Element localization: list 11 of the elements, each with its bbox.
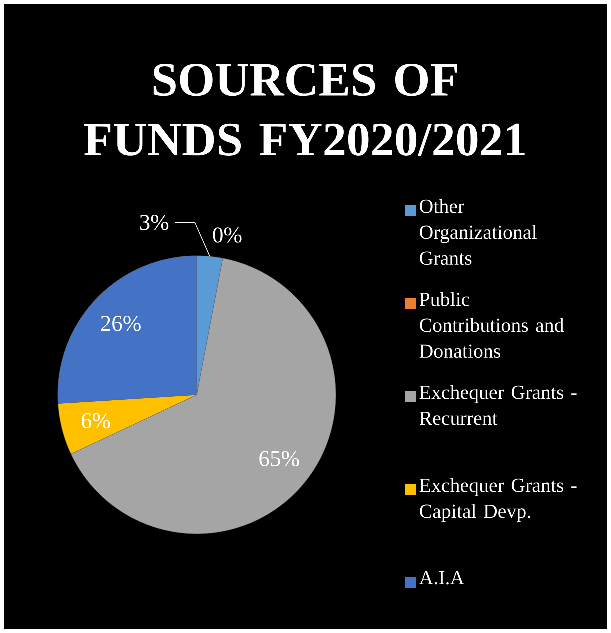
data-label: 26% (101, 316, 141, 332)
legend-label: Exchequer Grants - Recurrent (420, 385, 577, 426)
chart-title: SOURCES OF FUNDS FY2020/2021 (84, 64, 525, 156)
data-label: 65% (260, 451, 300, 467)
data-label: 6% (82, 413, 110, 429)
legend-label: Public Contributions and Donations (420, 292, 564, 358)
legend-label: Exchequer Grants - Capital Devp. (420, 478, 577, 522)
text: 0% (213, 228, 242, 243)
legend-label: A.I.A (419, 571, 464, 585)
data-label: 3% (140, 214, 169, 230)
legend-label: Other Organizational Grants (420, 199, 537, 266)
